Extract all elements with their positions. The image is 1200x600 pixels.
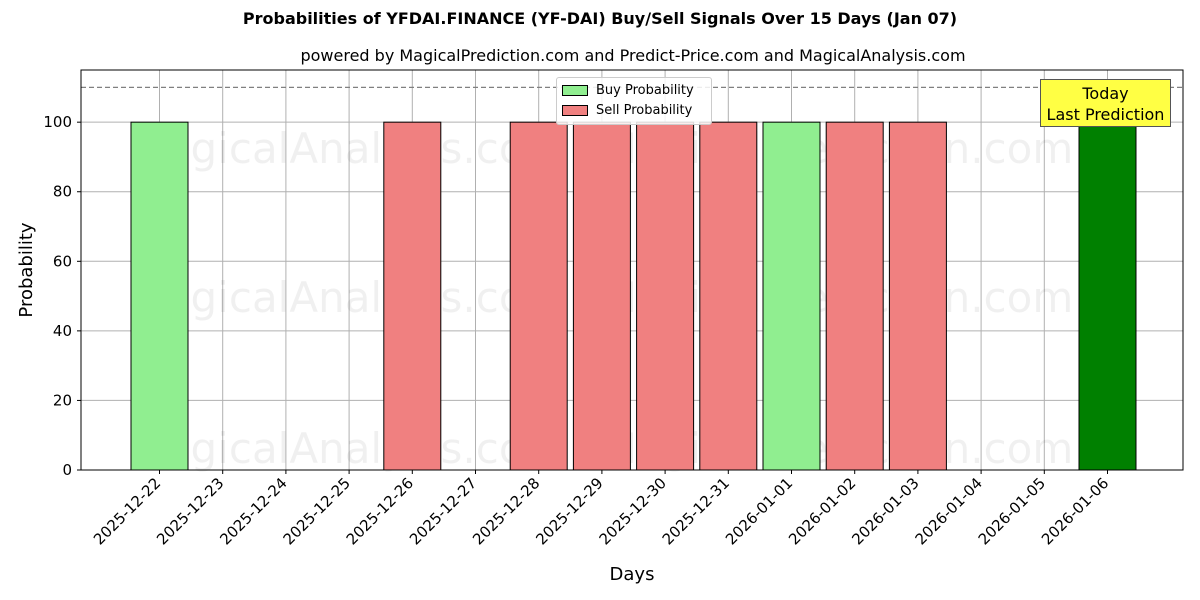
- x-tick-label: 2026-01-05: [975, 474, 1049, 548]
- y-tick-label: 100: [43, 113, 72, 131]
- bar-sell: [509, 121, 568, 471]
- bar-sell: [572, 121, 631, 471]
- legend-item-buy: Buy Probability: [562, 83, 694, 99]
- x-tick-label: 2026-01-02: [785, 474, 859, 548]
- plot-frame: [80, 69, 1184, 471]
- x-tick-label: 2025-12-23: [153, 474, 227, 548]
- x-tick-label: 2026-01-03: [848, 474, 922, 548]
- x-tick-label: 2026-01-04: [912, 474, 986, 548]
- x-tick-label: 2025-12-30: [596, 474, 670, 548]
- bar-sell: [825, 121, 884, 471]
- x-axis-label: Days: [610, 564, 655, 585]
- x-tick-label: 2025-12-25: [280, 474, 354, 548]
- x-tick-label: 2025-12-31: [659, 474, 733, 548]
- y-tick-label: 40: [53, 322, 72, 340]
- chart-title: Probabilities of YFDAI.FINANCE (YF-DAI) …: [242, 9, 958, 28]
- today-annotation: Today Last Prediction: [1040, 79, 1171, 127]
- watermark-text: MagicalAnalysis.com: [129, 424, 566, 473]
- x-tick-label: 2025-12-22: [90, 474, 164, 548]
- x-tick-label: 2025-12-29: [532, 474, 606, 548]
- y-tick-label: 20: [53, 391, 72, 409]
- x-tick-label: 2025-12-28: [469, 474, 543, 548]
- bar-sell: [888, 121, 947, 471]
- today-annotation-line2: Last Prediction: [1046, 105, 1165, 124]
- x-tick-label: 2025-12-27: [406, 474, 480, 548]
- bar-buy: [762, 121, 821, 471]
- legend: Buy Probability Sell Probability: [556, 77, 712, 125]
- legend-item-sell: Sell Probability: [562, 103, 692, 119]
- legend-swatch-buy: [562, 85, 588, 96]
- watermark-text: MagicalAnalysis.com: [129, 273, 566, 322]
- x-tick-label: 2025-12-24: [216, 474, 290, 548]
- y-tick-label: 60: [53, 252, 72, 270]
- y-tick-label: 0: [62, 461, 72, 479]
- bar-sell: [699, 121, 758, 471]
- legend-swatch-sell: [562, 105, 588, 116]
- chart-subtitle: powered by MagicalPrediction.com and Pre…: [300, 46, 966, 65]
- legend-label-sell: Sell Probability: [596, 103, 693, 118]
- watermark-text: MagicalAnalysis.com: [129, 124, 566, 173]
- bar-sell: [636, 121, 695, 471]
- bar-sell: [383, 121, 442, 471]
- legend-label-buy: Buy Probability: [596, 83, 694, 98]
- bar-buy: [130, 121, 189, 471]
- x-tick-label: 2025-12-26: [343, 474, 417, 548]
- x-tick-label: 2026-01-01: [722, 474, 796, 548]
- bar-last-prediction: [1078, 121, 1137, 471]
- x-tick-label: 2026-01-06: [1038, 474, 1112, 548]
- y-axis-label: Probability: [16, 222, 37, 317]
- today-annotation-line1: Today: [1082, 84, 1129, 103]
- y-tick-label: 80: [53, 183, 72, 201]
